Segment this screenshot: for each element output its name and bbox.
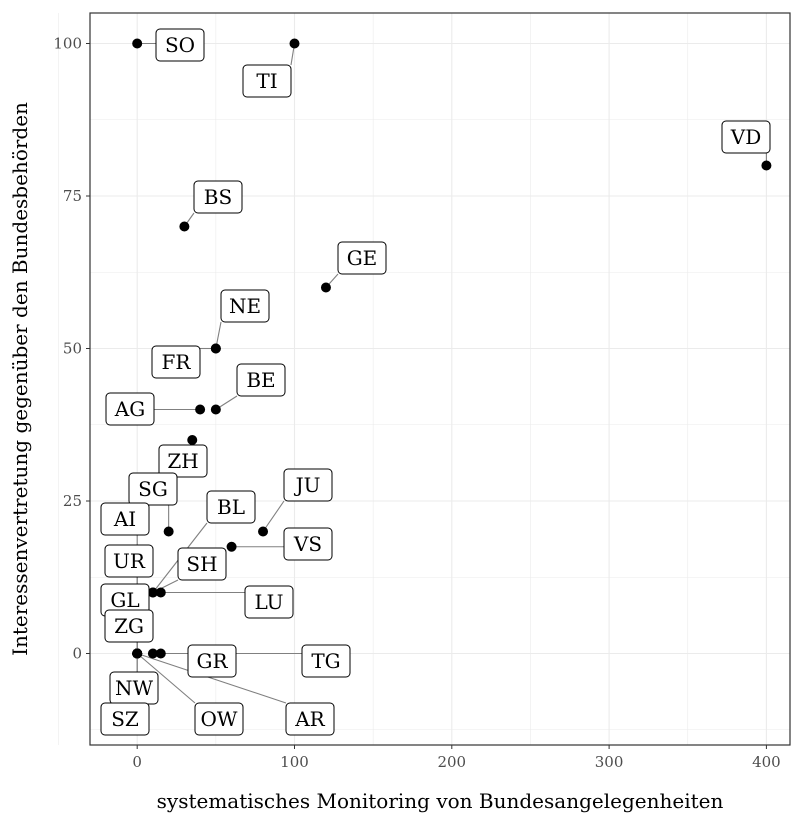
data-point [147, 587, 158, 598]
data-point [761, 160, 772, 171]
point-label: OW [201, 707, 238, 731]
point-label-box [177, 547, 227, 581]
point-label: ZH [167, 449, 198, 473]
point-label: ZG [114, 614, 144, 638]
point-label: FR [162, 350, 192, 374]
y-tick-label: 100 [53, 35, 82, 53]
x-tick-label: 0 [132, 753, 142, 771]
data-point [132, 648, 143, 659]
point-label: GE [347, 246, 378, 270]
data-point [210, 343, 221, 354]
data-point [226, 541, 237, 552]
point-label-box [105, 392, 155, 426]
point-label: AG [114, 397, 145, 421]
point-label: UR [113, 549, 146, 573]
label-connector [137, 652, 287, 704]
data-point [320, 282, 331, 293]
point-label-box [100, 702, 150, 736]
point-label-box [104, 609, 154, 643]
point-label: GL [110, 588, 139, 612]
y-tick-label: 0 [72, 645, 82, 663]
point-label-box [151, 345, 201, 379]
point-label-box [337, 241, 387, 275]
point-label: SZ [111, 707, 139, 731]
point-label-box [301, 644, 351, 678]
point-label: TG [311, 649, 340, 673]
y-tick-label: 75 [63, 187, 82, 205]
point-label-box [236, 363, 286, 397]
point-label: BE [246, 368, 275, 392]
x-tick-label: 100 [280, 753, 309, 771]
label-connector [136, 653, 196, 704]
y-tick-label: 25 [63, 492, 82, 510]
point-label: BS [204, 185, 232, 209]
point-label: JU [294, 473, 321, 497]
point-label: BL [217, 495, 245, 519]
data-point [195, 404, 206, 415]
point-label-box [193, 180, 243, 214]
point-label-box [100, 502, 150, 536]
point-label: SO [165, 33, 195, 57]
data-point [289, 38, 300, 49]
point-label-box [104, 544, 154, 578]
point-label-box [283, 468, 333, 502]
data-point [179, 221, 190, 232]
data-point [147, 648, 158, 659]
point-label: SG [138, 477, 168, 501]
point-label: AI [113, 507, 136, 531]
point-label-box [187, 644, 237, 678]
point-label-box [721, 120, 771, 154]
point-label-box [220, 289, 270, 323]
x-axis-title: systematisches Monitoring von Bundesange… [157, 789, 724, 813]
point-label: TI [256, 69, 277, 93]
data-point [187, 435, 198, 445]
point-label-box [206, 490, 256, 524]
data-point [132, 38, 143, 49]
point-label-box [194, 702, 244, 736]
point-label-box [283, 527, 333, 561]
x-tick-label: 300 [595, 753, 624, 771]
point-label: VS [293, 532, 322, 556]
point-label-box [128, 472, 178, 506]
data-point [155, 587, 166, 598]
data-point [210, 404, 221, 415]
data-points [132, 38, 772, 659]
axis-ticks: 0 100 200 300 400 0 25 50 75 100 [53, 35, 780, 772]
point-label: LU [254, 590, 283, 614]
x-tick-label: 400 [752, 753, 781, 771]
point-label-box [155, 28, 205, 62]
x-tick-label: 200 [437, 753, 466, 771]
point-label-box [242, 64, 292, 98]
data-point [163, 526, 174, 537]
panel-border [89, 12, 791, 746]
point-label: GR [196, 649, 228, 673]
point-label-box [244, 585, 294, 619]
point-label: NW [115, 676, 154, 700]
y-axis-title: Interessenvertretung gegenüber den Bunde… [8, 102, 32, 656]
label-connector [262, 500, 285, 532]
point-label-box [285, 702, 335, 736]
point-label: VD [730, 125, 761, 149]
point-label: NE [229, 294, 261, 318]
point-label: AR [294, 707, 325, 731]
point-labels: SO TI VD BS GE NE FR BE AG ZH JU SG BL VS AI SH UR LU GLZG… [100, 28, 771, 736]
data-point [258, 526, 269, 537]
point-label-box [158, 444, 208, 478]
point-label: SH [186, 552, 217, 576]
data-point [155, 648, 166, 659]
y-tick-label: 50 [63, 340, 82, 358]
